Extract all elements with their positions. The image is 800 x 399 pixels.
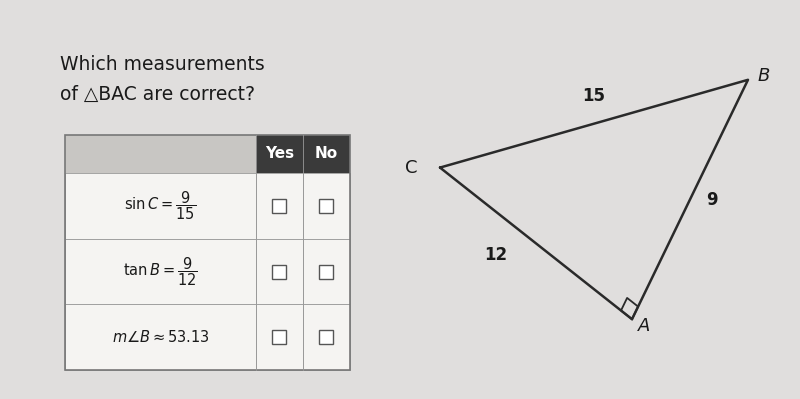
Text: B: B bbox=[758, 67, 770, 85]
Text: $\sin C = \dfrac{9}{15}$: $\sin C = \dfrac{9}{15}$ bbox=[125, 190, 197, 222]
Bar bbox=[65, 239, 256, 304]
Bar bbox=[319, 199, 334, 213]
Text: 12: 12 bbox=[485, 246, 507, 265]
Bar bbox=[303, 135, 350, 173]
Bar bbox=[256, 173, 303, 239]
Bar bbox=[303, 304, 350, 370]
Bar bbox=[273, 330, 286, 344]
Bar bbox=[273, 265, 286, 279]
Bar bbox=[273, 199, 286, 213]
Text: of △BAC are correct?: of △BAC are correct? bbox=[60, 85, 255, 104]
Bar bbox=[65, 304, 256, 370]
Bar bbox=[319, 265, 334, 279]
Text: $m\angle B \approx 53.13$: $m\angle B \approx 53.13$ bbox=[111, 329, 210, 345]
Text: No: No bbox=[315, 146, 338, 162]
Text: Which measurements: Which measurements bbox=[60, 55, 265, 74]
Bar bbox=[303, 173, 350, 239]
Text: Yes: Yes bbox=[265, 146, 294, 162]
Text: C: C bbox=[406, 158, 418, 177]
Bar bbox=[65, 135, 350, 370]
Bar bbox=[319, 330, 334, 344]
Bar bbox=[256, 135, 303, 173]
Bar bbox=[65, 173, 256, 239]
Text: 15: 15 bbox=[582, 87, 606, 105]
Text: 9: 9 bbox=[706, 190, 718, 209]
Bar bbox=[256, 239, 303, 304]
Bar bbox=[65, 135, 256, 173]
Bar bbox=[256, 304, 303, 370]
Text: $\tan B = \dfrac{9}{12}$: $\tan B = \dfrac{9}{12}$ bbox=[123, 255, 198, 288]
Bar bbox=[303, 239, 350, 304]
Text: A: A bbox=[638, 317, 650, 335]
